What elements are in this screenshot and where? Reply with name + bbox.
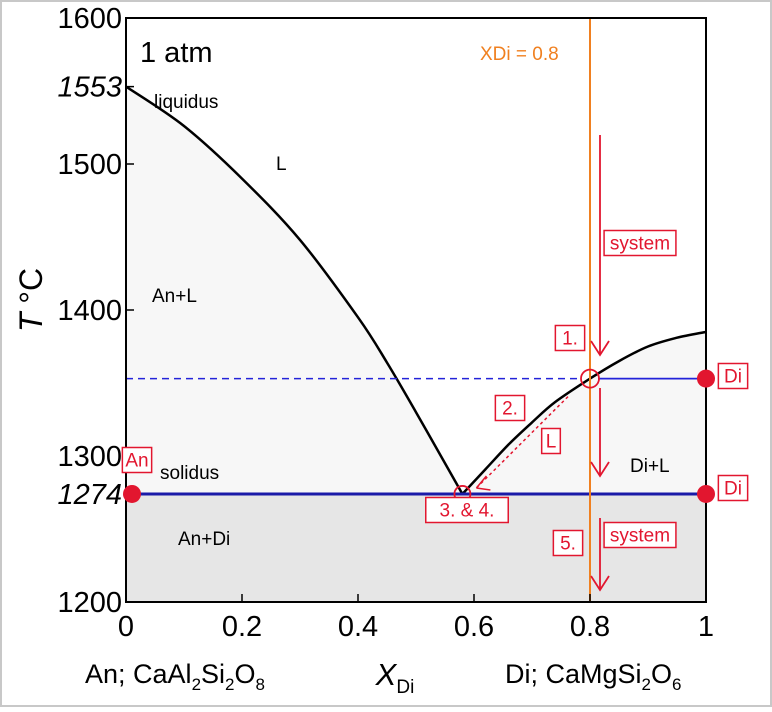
step-2: 2. [502, 399, 518, 420]
cooling-arrow-1-head [590, 340, 610, 357]
path-l-label-box [540, 427, 562, 455]
y-tick-label: 1600 [57, 3, 122, 35]
system-label-lower-box [603, 521, 677, 549]
di-solidus-dot [697, 484, 715, 503]
di-l-field-label: Di+L [630, 456, 670, 477]
y-tick-label: 1300 [57, 441, 122, 473]
y-axis-label: T °C [13, 268, 49, 332]
an-di-field-label: An+Di [178, 529, 230, 550]
an-l-field-label: An+L [152, 286, 197, 307]
di-label-lower-box [717, 474, 749, 502]
di-label-lower: Di [724, 479, 742, 500]
cooling-arrow-3-head [590, 575, 610, 592]
y-tick-label: 1553 [57, 72, 122, 104]
y-tick-label: 1274 [57, 479, 122, 511]
di-label-upper-box [717, 362, 749, 390]
di-tie-dot [697, 369, 715, 388]
pressure-label: 1 atm [140, 37, 213, 69]
system-label-upper: system [610, 234, 670, 255]
an-endpoint-dot [123, 484, 141, 503]
x-tick-label: 0.6 [454, 611, 494, 643]
step-5: 5. [560, 534, 576, 555]
cooling-arrow-2-head [590, 461, 610, 478]
liquidus-label: liquidus [154, 92, 218, 113]
an-label: An [125, 451, 148, 472]
liquid-field-label: L [276, 154, 287, 175]
an-label-box [121, 446, 153, 474]
solidus-label: solidus [160, 463, 219, 484]
step-3-4-box [425, 496, 509, 524]
path-l-label: L [546, 432, 557, 453]
step-5-box [552, 529, 584, 557]
x-tick-label: 0 [118, 611, 134, 643]
x-axis-label: XDi [375, 657, 415, 698]
endmember-an-formula: An; CaAl2Si2O8 [85, 659, 265, 694]
x-tick-label: 1 [698, 611, 714, 643]
system-label-lower: system [610, 526, 670, 547]
step-3-4: 3. & 4. [440, 501, 495, 522]
system-x-label: XDi = 0.8 [480, 44, 559, 65]
y-tick-label: 1400 [57, 295, 122, 327]
x-tick-label: 0.2 [222, 611, 262, 643]
di-label-upper: Di [724, 367, 742, 388]
endmember-di-formula: Di; CaMgSi2O6 [505, 659, 681, 694]
axis-ticks: 0 0.2 0.4 0.6 0.8 1 1200 1274 1300 1400 1500 1553 16… [57, 3, 714, 643]
liquidus-di-branch [461, 330, 707, 495]
liquidus-an-branch [125, 85, 464, 495]
annotations: An Di Di 1. 2. L 3. & 4. 5. system system [121, 135, 749, 592]
liquid-path-arrowhead [475, 475, 491, 491]
system-label-upper-box [603, 229, 677, 257]
step-1: 1. [562, 329, 578, 350]
liquidus-intersection-point [580, 368, 600, 389]
step-1-box [554, 324, 586, 352]
step-2-box [494, 394, 526, 422]
x-tick-label: 0.4 [338, 611, 378, 643]
phase-lines [125, 18, 707, 602]
y-tick-label: 1500 [57, 149, 122, 181]
y-tick-label: 1200 [57, 587, 122, 619]
x-tick-label: 0.8 [570, 611, 610, 643]
liquid-plus-solid-field [126, 86, 706, 494]
